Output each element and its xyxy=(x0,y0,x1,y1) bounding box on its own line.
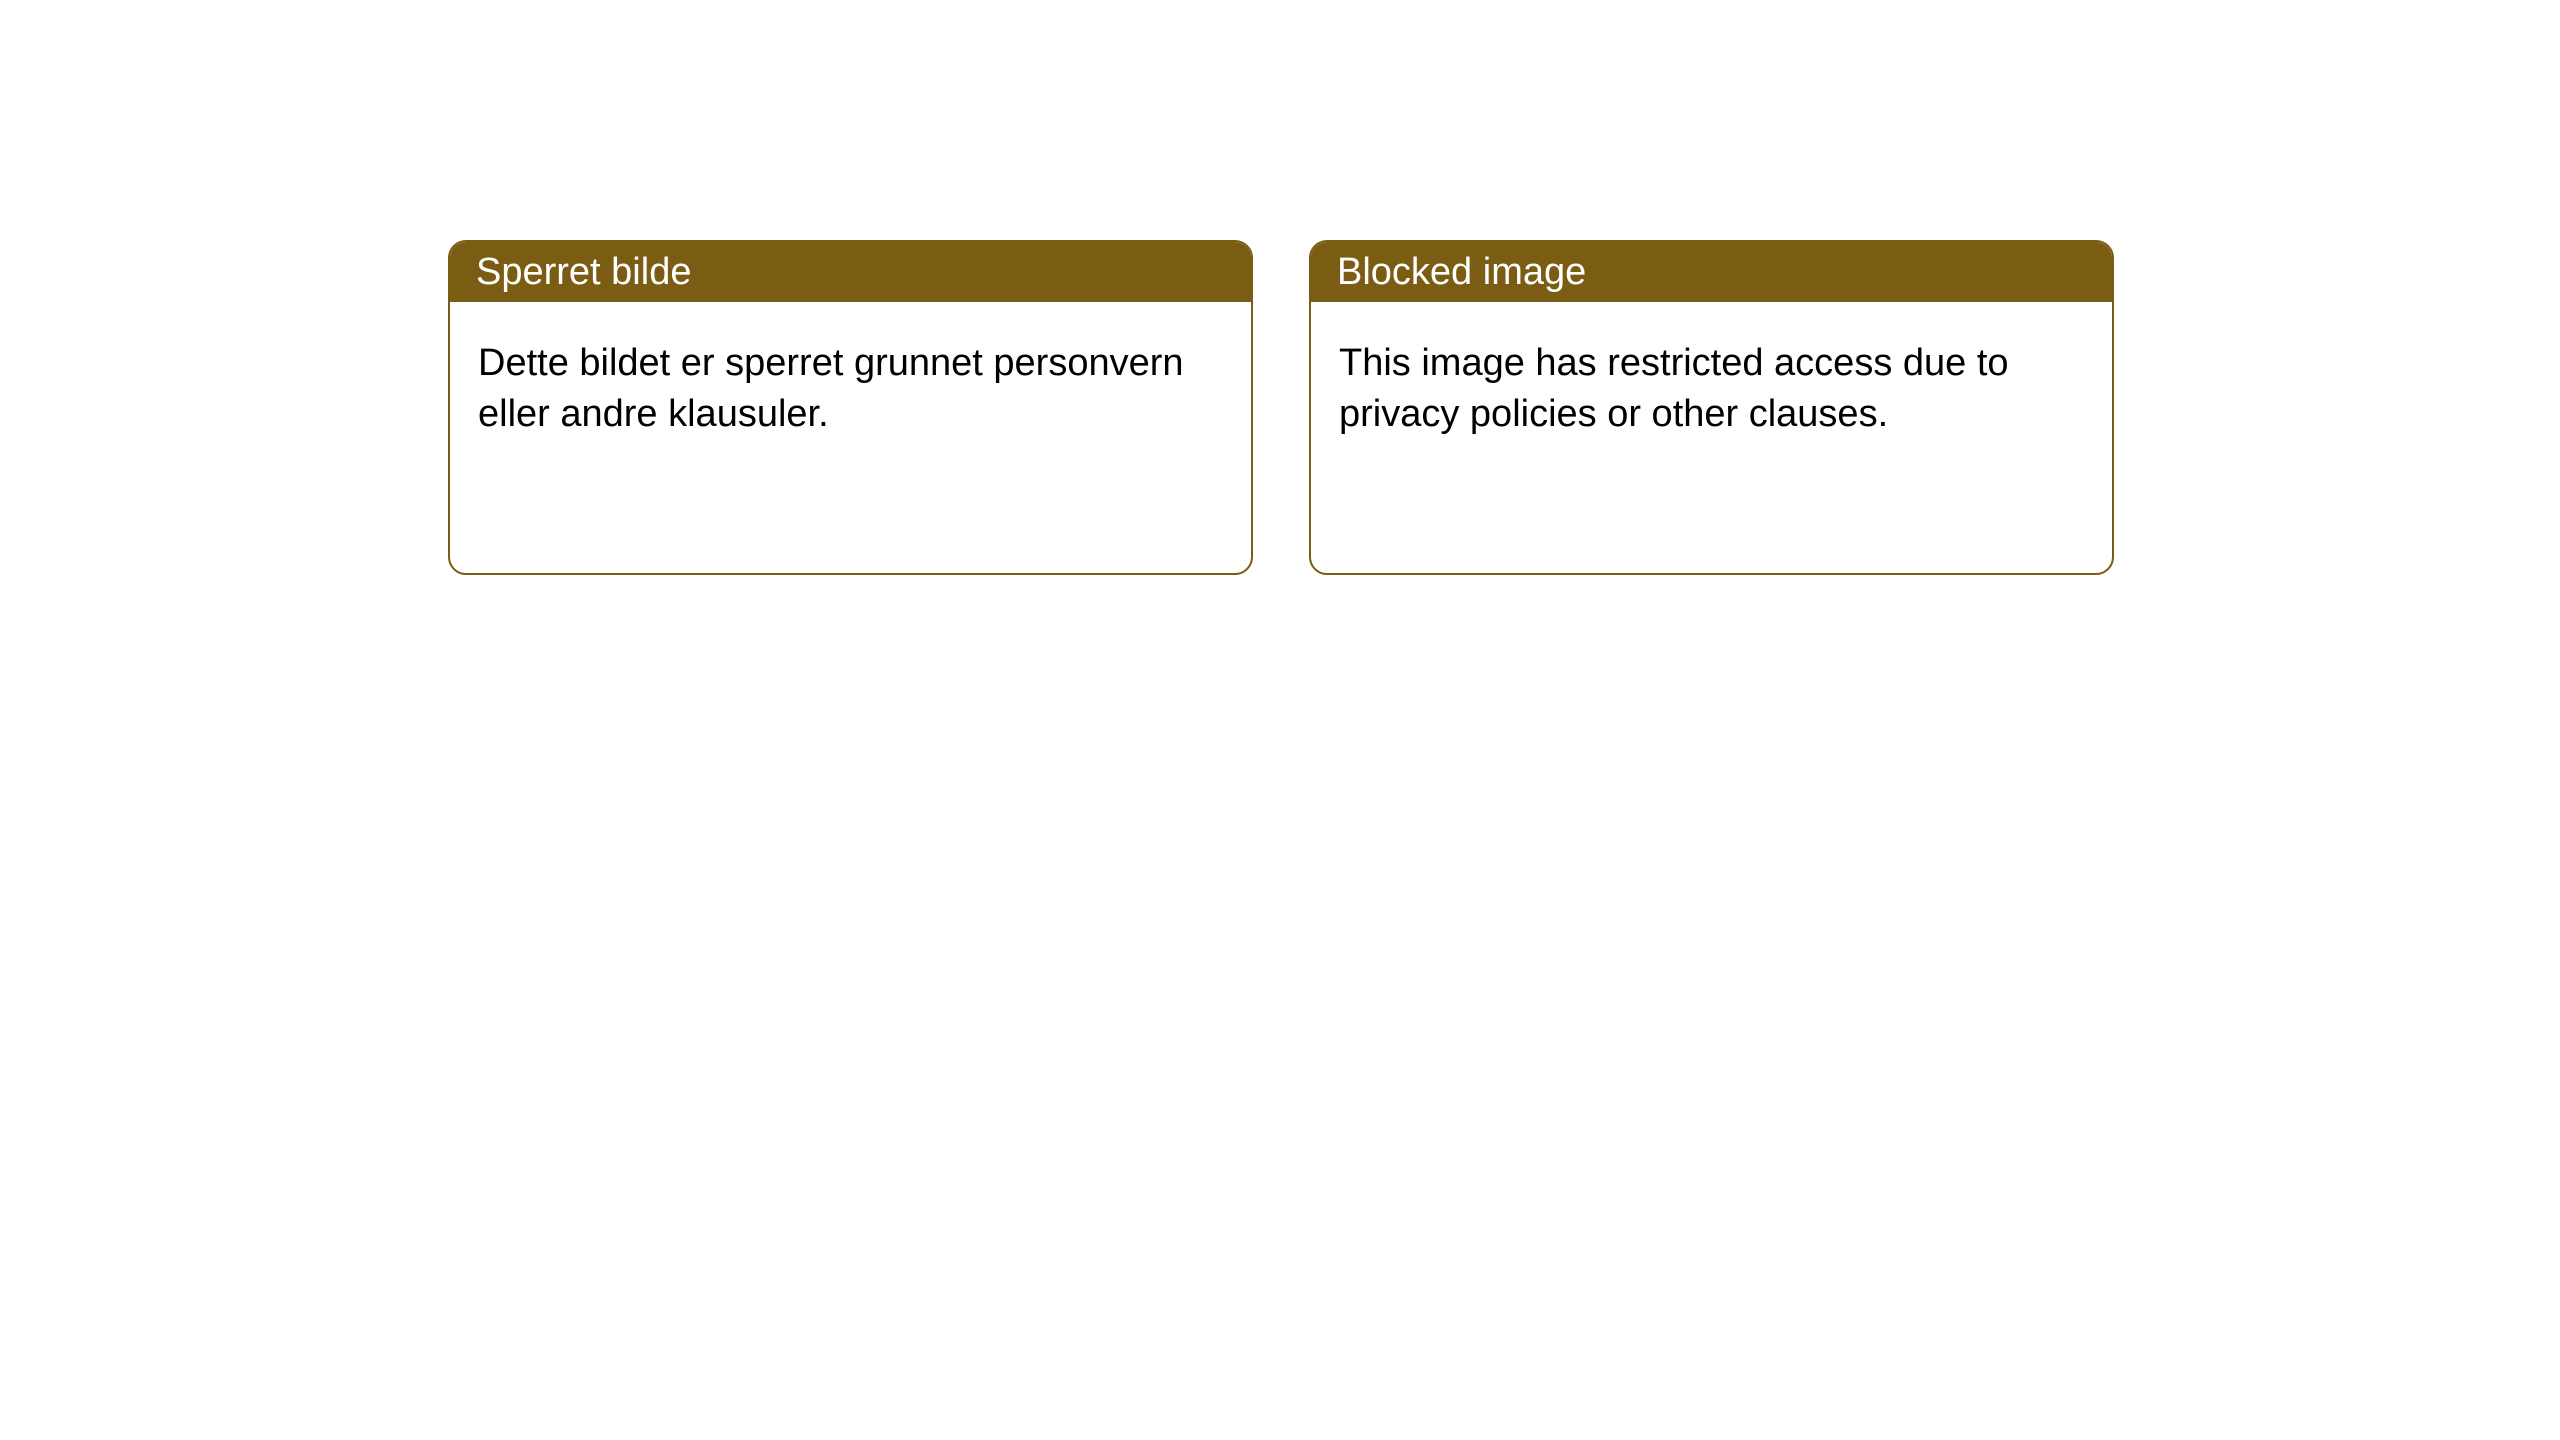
blocked-image-card-no: Sperret bilde Dette bildet er sperret gr… xyxy=(448,240,1253,575)
card-body-text: Dette bildet er sperret grunnet personve… xyxy=(478,342,1184,435)
card-body: Dette bildet er sperret grunnet personve… xyxy=(450,302,1251,477)
card-header-text: Blocked image xyxy=(1337,251,1586,294)
card-body-text: This image has restricted access due to … xyxy=(1339,342,2009,435)
card-container: Sperret bilde Dette bildet er sperret gr… xyxy=(0,0,2560,575)
card-header-text: Sperret bilde xyxy=(476,251,691,294)
blocked-image-card-en: Blocked image This image has restricted … xyxy=(1309,240,2114,575)
card-header: Sperret bilde xyxy=(450,242,1251,302)
card-header: Blocked image xyxy=(1311,242,2112,302)
card-body: This image has restricted access due to … xyxy=(1311,302,2112,477)
